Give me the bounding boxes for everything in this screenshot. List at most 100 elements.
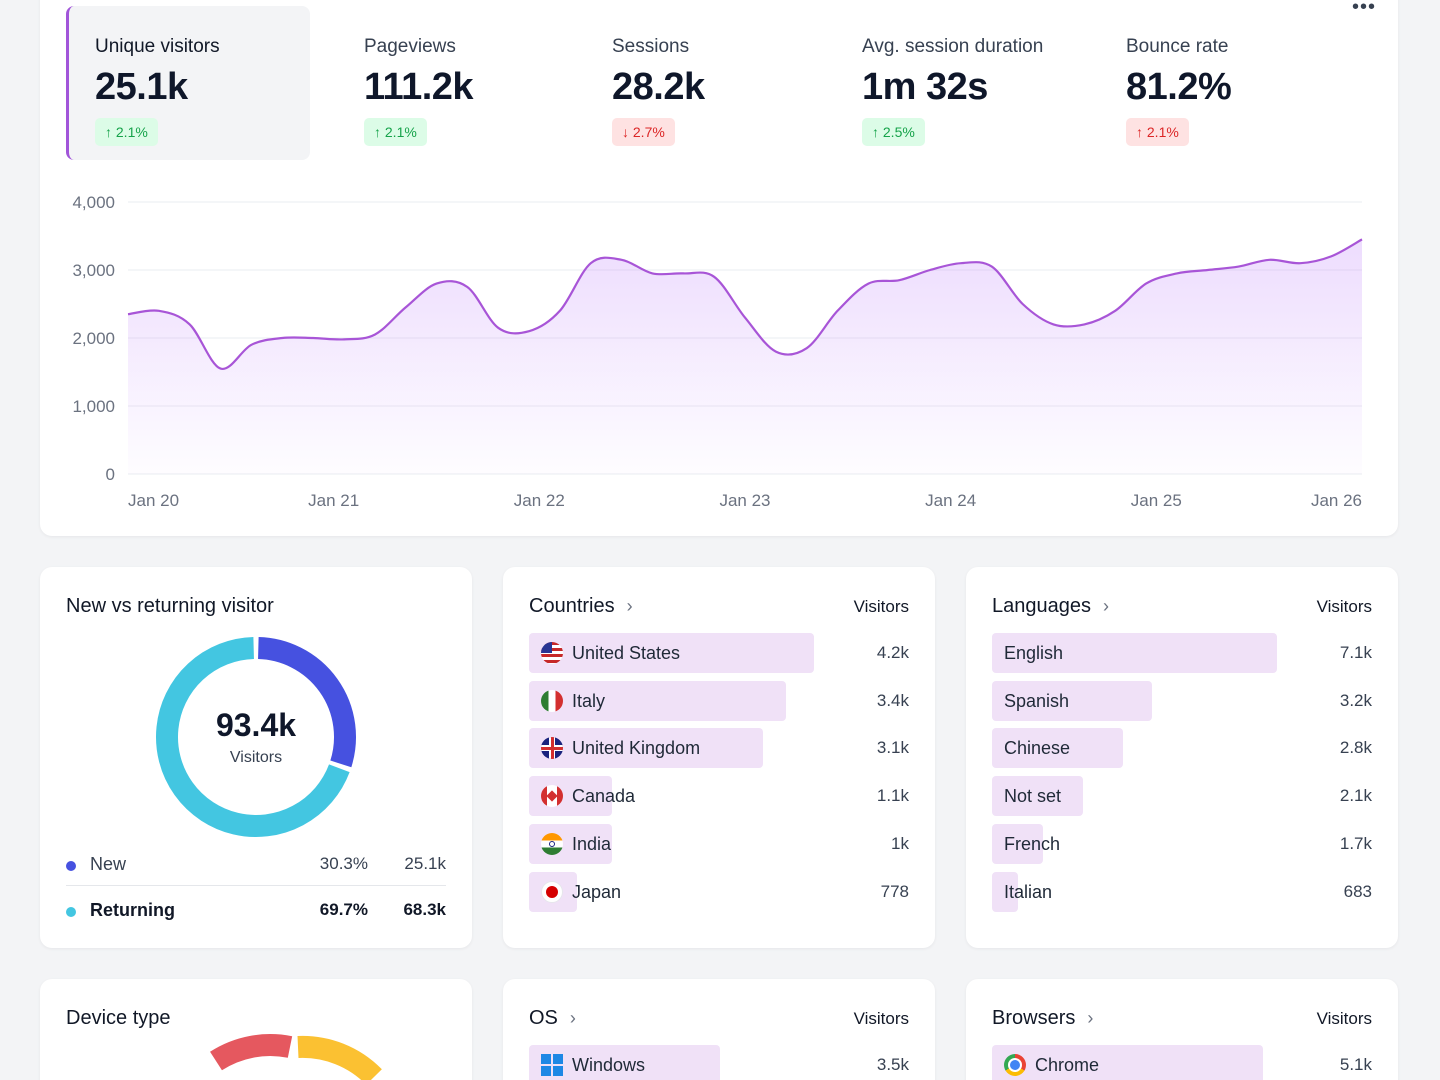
bar-fill (992, 633, 1277, 673)
donut-total-label: Visitors (229, 749, 283, 766)
x-tick-label: Jan 24 (925, 491, 976, 510)
os-title-link[interactable]: OS › (529, 1007, 576, 1029)
metric-value: 1m 32s (862, 66, 988, 108)
y-tick-label: 1,000 (72, 397, 115, 416)
x-tick-label: Jan 20 (128, 491, 179, 510)
legend-row-new[interactable]: New 30.3% 25.1k (66, 850, 446, 880)
legend-dot (66, 907, 76, 917)
bar-fill (992, 680, 1152, 721)
row-label: Spanish (1004, 690, 1070, 711)
metric-value: 28.2k (612, 66, 705, 108)
row-value: 3.2k (1339, 690, 1372, 710)
device-segment-desktop (210, 1034, 293, 1071)
countries-card: Countries › Visitors United States 4.2k Ita… (503, 567, 935, 948)
column-header: Visitors (1316, 1009, 1372, 1028)
flag-jp-icon (541, 880, 563, 903)
metric-delta-badge: ↑ 2.5% (862, 118, 925, 146)
chevron-right-icon: › (1102, 596, 1109, 616)
row-value: 3.4k (876, 690, 909, 710)
row-value: 7.1k (1339, 643, 1372, 662)
list-item[interactable]: English 7.1k (992, 633, 1372, 673)
flag-in-icon (541, 832, 563, 855)
list-item[interactable]: Chrome 5.1k (992, 1045, 1372, 1080)
list-item[interactable]: Chinese 2.8k (992, 728, 1372, 769)
donut-segment-new[interactable] (257, 637, 356, 768)
row-value: 1.1k (876, 786, 909, 806)
browsers-title-link[interactable]: Browsers › (992, 1007, 1094, 1029)
bar-fill (529, 680, 786, 721)
metric-pageviews[interactable]: Pageviews 111.2k ↑ 2.1% (338, 6, 568, 160)
device-donut-chart (210, 1034, 382, 1080)
metric-delta-badge: ↓ 2.7% (612, 118, 675, 146)
row-value: 683 (1343, 881, 1372, 901)
metric-delta-badge: ↑ 2.1% (95, 118, 158, 146)
metric-sessions[interactable]: Sessions 28.2k ↓ 2.7% (586, 6, 816, 160)
arrow-icon: ↑ (1136, 124, 1143, 140)
chart-line (127, 238, 1363, 370)
legend-row-returning[interactable]: Returning 69.7% 68.3k (66, 896, 446, 926)
list-item[interactable]: United States 4.2k (529, 633, 909, 673)
row-label: Italian (1004, 881, 1053, 902)
list-item[interactable]: India 1k (529, 823, 909, 864)
countries-title-link[interactable]: Countries › (529, 595, 633, 617)
row-label: Italy (572, 690, 606, 711)
bar-fill (992, 871, 1018, 912)
row-label: India (572, 833, 612, 854)
chevron-right-icon: › (626, 596, 633, 616)
panel-title: Device type (66, 1007, 171, 1029)
bar-fill (992, 823, 1044, 864)
metric-unique-visitors[interactable]: Unique visitors 25.1k ↑ 2.1% (66, 6, 310, 160)
metric-label: Sessions (612, 36, 690, 57)
metric-bounce-rate[interactable]: Bounce rate 81.2% ↑ 2.1% (1100, 6, 1320, 160)
device-type-card: Device type (40, 979, 472, 1080)
list-item[interactable]: United Kingdom 3.1k (529, 728, 909, 769)
metric-label: Pageviews (364, 36, 456, 57)
list-item[interactable]: Windows 3.5k (529, 1045, 909, 1080)
bar-fill (992, 776, 1084, 817)
row-value: 2.1k (1339, 786, 1372, 806)
row-label: Not set (1004, 786, 1062, 807)
list-item[interactable]: Italy 3.4k (529, 680, 909, 721)
y-tick-label: 0 (106, 465, 115, 484)
chrome-icon (1004, 1054, 1026, 1076)
legend-name: Returning (90, 900, 175, 920)
legend-dot (66, 861, 76, 871)
os-card: OS › Visitors Windows 3.5k (503, 979, 935, 1080)
languages-title-link[interactable]: Languages › (992, 595, 1109, 617)
list-item[interactable]: Not set 2.1k (992, 776, 1372, 817)
legend-percent: 69.7% (319, 900, 368, 919)
x-tick-label: Jan 25 (1131, 491, 1182, 510)
arrow-icon: ↑ (872, 124, 879, 140)
column-header: Visitors (853, 1009, 909, 1028)
legend-count: 68.3k (403, 900, 446, 919)
metric-value: 25.1k (95, 66, 188, 108)
flag-us-icon (541, 642, 563, 664)
windows-icon (541, 1054, 563, 1076)
flag-gb-icon (541, 737, 563, 760)
list-item[interactable]: Canada 1.1k (529, 776, 909, 817)
donut-segment-returning[interactable] (156, 637, 350, 837)
overview-card: ••• Unique visitors 25.1k ↑ 2.1% Pagevie… (40, 0, 1398, 536)
row-value: 4.2k (876, 643, 909, 662)
row-label: United States (572, 643, 681, 663)
x-tick-label: Jan 21 (308, 491, 359, 510)
bar-fill (529, 728, 763, 769)
list-item[interactable]: Japan 778 (529, 871, 909, 912)
list-item[interactable]: Italian 683 (992, 871, 1372, 912)
metric-avg-session-duration[interactable]: Avg. session duration 1m 32s ↑ 2.5% (836, 6, 1086, 160)
list-item[interactable]: French 1.7k (992, 823, 1372, 864)
y-tick-label: 4,000 (72, 193, 115, 212)
x-tick-label: Jan 23 (719, 491, 770, 510)
languages-card: Languages › Visitors English 7.1k Spanish 3.… (966, 567, 1398, 948)
legend-percent: 30.3% (319, 854, 368, 873)
device-segment-mobile (297, 1035, 382, 1080)
row-label: Chinese (1004, 738, 1071, 759)
list-item[interactable]: Spanish 3.2k (992, 680, 1372, 721)
new-vs-returning-card: New vs returning visitor 93.4k Visitors … (40, 567, 472, 948)
row-label: Chrome (1035, 1055, 1100, 1075)
row-value: 2.8k (1339, 738, 1372, 758)
column-header: Visitors (1316, 597, 1372, 616)
metric-value: 81.2% (1126, 66, 1232, 108)
row-value: 1.7k (1339, 833, 1372, 853)
row-value: 3.5k (876, 1055, 909, 1074)
